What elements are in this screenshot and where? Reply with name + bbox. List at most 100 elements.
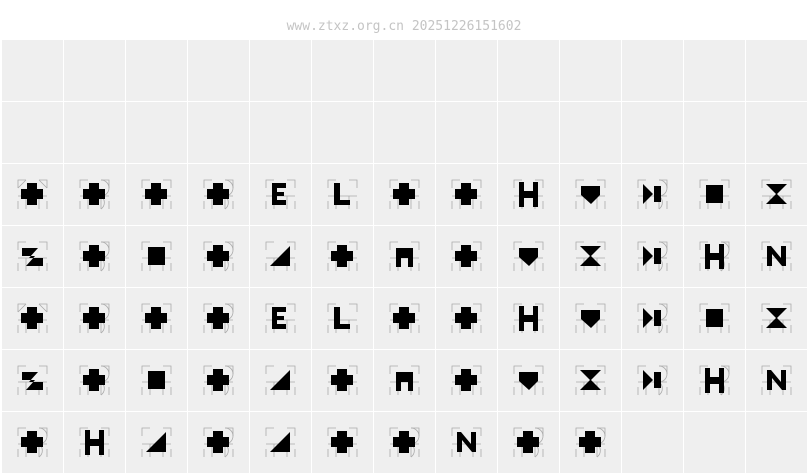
glyph-hourglass-icon: [761, 303, 792, 333]
glyph-hourglass-icon: [761, 179, 792, 209]
glyph-cell: [126, 40, 187, 101]
glyph-hourglass-icon: [575, 365, 606, 395]
glyph-H-icon: [513, 179, 544, 209]
glyph-cell: [2, 350, 63, 411]
glyph-H-bowtie-icon: [699, 241, 730, 272]
glyph-arch-icon: [389, 241, 420, 271]
glyph-E-icon: [265, 303, 296, 333]
glyph-bowtie-icon: [637, 303, 668, 334]
glyph-cross-c-icon: [141, 303, 172, 333]
glyph-cell: [312, 40, 373, 101]
glyph-cell: [622, 164, 683, 225]
glyph-cell: [374, 350, 435, 411]
glyph-cell: [684, 40, 745, 101]
glyph-cross-round-icon: [203, 241, 234, 272]
glyph-cell: [126, 226, 187, 287]
glyph-square-down-icon: [575, 303, 606, 333]
glyph-cross-icon: [451, 365, 482, 395]
glyph-cell: [498, 350, 559, 411]
glyph-arrow-down-icon: [513, 241, 544, 271]
glyph-cell: [250, 412, 311, 473]
glyph-triangle-icon: [141, 427, 172, 457]
glyph-cell: [250, 226, 311, 287]
glyph-cell: [312, 412, 373, 473]
glyph-cell: [560, 164, 621, 225]
glyph-cell: [64, 164, 125, 225]
glyph-cross-b-icon: [203, 427, 234, 458]
glyph-cell: [2, 412, 63, 473]
glyph-cross-round-icon: [575, 427, 606, 458]
glyph-cell: [746, 350, 807, 411]
glyph-cross-round-icon: [79, 241, 110, 272]
glyph-H-bowtie-icon: [699, 365, 730, 396]
glyph-L-icon: [327, 179, 358, 209]
glyph-bowtie-icon: [637, 179, 668, 210]
glyph-cell: [746, 412, 807, 473]
glyph-cross-arrow-up-icon: [17, 179, 48, 209]
glyph-cross-c-icon: [141, 179, 172, 209]
glyph-cell: [188, 288, 249, 349]
glyph-cell: [64, 412, 125, 473]
glyph-cell: [498, 40, 559, 101]
glyph-cell: [188, 412, 249, 473]
glyph-arch-icon: [389, 365, 420, 395]
glyph-cross-icon: [389, 179, 420, 209]
glyph-cell: [746, 102, 807, 163]
glyph-cross-icon: [327, 427, 358, 457]
glyph-cell: [436, 412, 497, 473]
glyph-cell: [126, 102, 187, 163]
glyph-cell: [436, 350, 497, 411]
glyph-cell: [312, 164, 373, 225]
glyph-cell: [64, 226, 125, 287]
glyph-cell: [188, 40, 249, 101]
glyph-cell: [2, 288, 63, 349]
glyph-cell: [374, 102, 435, 163]
glyph-cross-b-icon: [203, 179, 234, 210]
glyph-cross-b-icon: [79, 179, 110, 210]
glyph-cell: [684, 412, 745, 473]
glyph-cell: [64, 102, 125, 163]
glyph-N-icon: [761, 365, 792, 395]
glyph-cross-round-icon: [389, 427, 420, 458]
glyph-cell: [64, 288, 125, 349]
glyph-bowtie-icon: [637, 241, 668, 272]
glyph-cross-b-icon: [79, 303, 110, 334]
glyph-Z-icon: [17, 241, 48, 271]
glyph-cell: [312, 226, 373, 287]
glyph-cell: [498, 226, 559, 287]
glyph-cell: [684, 288, 745, 349]
glyph-cell: [312, 350, 373, 411]
glyph-cell: [188, 350, 249, 411]
glyph-square-icon: [141, 365, 172, 395]
glyph-cross-round-icon: [513, 427, 544, 458]
glyph-H-icon: [513, 303, 544, 333]
glyph-cell: [64, 40, 125, 101]
glyph-cell: [560, 226, 621, 287]
glyph-cell: [622, 102, 683, 163]
glyph-cell: [498, 102, 559, 163]
glyph-cross-icon: [451, 241, 482, 271]
glyph-cell: [560, 102, 621, 163]
glyph-cell: [374, 288, 435, 349]
glyph-cell: [126, 350, 187, 411]
glyph-hourglass-icon: [575, 241, 606, 271]
glyph-triangle-icon: [265, 365, 296, 395]
glyph-cell: [374, 40, 435, 101]
glyph-cross-round-icon: [17, 427, 48, 458]
glyph-cell: [622, 412, 683, 473]
glyph-triangle-icon: [265, 427, 296, 457]
glyph-bowtie-icon: [637, 365, 668, 396]
glyph-cell: [436, 226, 497, 287]
glyph-E-icon: [265, 179, 296, 209]
glyph-triangle-icon: [265, 241, 296, 271]
glyph-square-icon: [699, 303, 730, 333]
glyph-cell: [2, 226, 63, 287]
glyph-cell: [436, 164, 497, 225]
glyph-cell: [250, 288, 311, 349]
glyph-Z-icon: [17, 365, 48, 395]
glyph-L-icon: [327, 303, 358, 333]
glyph-cell: [126, 412, 187, 473]
glyph-cell: [436, 102, 497, 163]
glyph-cell: [250, 350, 311, 411]
glyph-cross-b-icon: [203, 303, 234, 334]
